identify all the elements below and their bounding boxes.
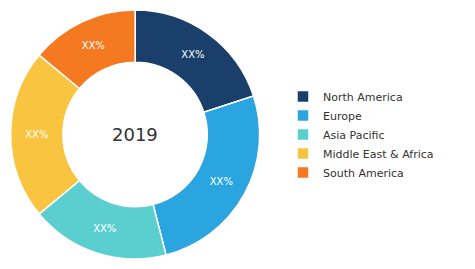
svg-text:XX%: XX% [82, 40, 105, 51]
svg-text:XX%: XX% [181, 49, 204, 60]
svg-text:XX%: XX% [93, 223, 116, 234]
svg-text:Asia Pacific: Asia Pacific [323, 129, 385, 142]
svg-text:North America: North America [323, 91, 403, 104]
svg-text:Europe: Europe [323, 110, 362, 123]
svg-text:XX%: XX% [210, 176, 233, 187]
svg-text:South America: South America [323, 167, 404, 180]
svg-text:2019: 2019 [112, 124, 158, 145]
svg-text:XX%: XX% [25, 129, 48, 140]
svg-text:Middle East & Africa: Middle East & Africa [323, 148, 434, 161]
